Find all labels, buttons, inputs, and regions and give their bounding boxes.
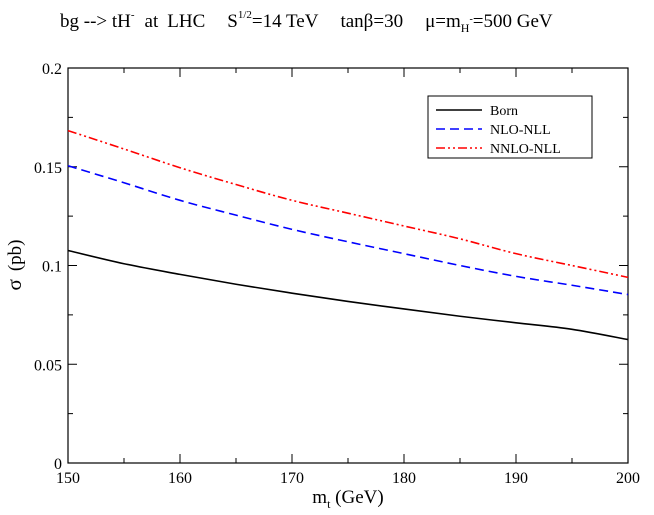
x-tick-label: 170: [280, 470, 304, 487]
x-tick-label: 160: [168, 470, 192, 487]
title-energy-sym: S: [227, 11, 238, 32]
title-tanb: tanβ=30: [340, 11, 403, 32]
y-tick-label: 0.1: [42, 259, 62, 276]
chart-title: bg --> tH-at LHC S1/2=14 TeV tanβ=30 μ=mH-=5…: [60, 9, 553, 35]
title-process: bg --> tH: [60, 11, 131, 32]
x-axis-label-main: m: [312, 487, 327, 508]
axis-ticks: [67, 67, 629, 464]
legend-box: [427, 95, 593, 159]
y-axis-label-sym: σ: [2, 279, 26, 290]
legend-label-nlo-nll: NLO-NLL: [490, 123, 551, 138]
x-tick-label: 190: [504, 470, 528, 487]
legend-label-born: Born: [490, 104, 518, 119]
x-axis-label-rest: (GeV): [330, 487, 383, 508]
title-mu-a: μ=m: [425, 11, 461, 32]
legend: Born NLO-NLL NNLO-NLL: [427, 95, 593, 159]
title-mu-b: =500 GeV: [473, 11, 553, 32]
y-axis-label: σ (pb): [2, 240, 26, 291]
y-tick-label: 0.15: [34, 160, 62, 177]
legend-label-nnlo-nll: NNLO-NLL: [490, 142, 561, 157]
y-tick-label: 0.05: [34, 357, 62, 374]
title-mu-sub-sup: -: [469, 14, 472, 25]
y-tick-label: 0.2: [42, 61, 62, 78]
x-tick-label: 180: [392, 470, 416, 487]
y-axis-label-rest: (pb): [5, 240, 26, 272]
title-process-sup: -: [131, 9, 135, 21]
x-axis-label: mt (GeV): [312, 487, 383, 511]
title-mu-sub: H: [461, 21, 470, 35]
series-line-nnlo-nll: [67, 129, 629, 279]
axis-tick-labels: 150 160 170 180 190 200 0 0.05 0.1 0.15 0.2: [34, 61, 640, 487]
title-energy-val: =14 TeV: [252, 11, 319, 32]
series-line-nlo-nll: [67, 164, 629, 296]
title-collider: LHC: [167, 11, 205, 32]
y-tick-label: 0: [54, 456, 62, 473]
title-at: at: [145, 11, 159, 32]
title-energy-sup: 1/2: [238, 9, 252, 21]
x-axis-label-sub: t: [327, 497, 331, 511]
x-tick-label: 200: [616, 470, 640, 487]
series-lines: [67, 129, 629, 341]
x-tick-label: 150: [56, 470, 80, 487]
series-line-born: [67, 249, 629, 341]
